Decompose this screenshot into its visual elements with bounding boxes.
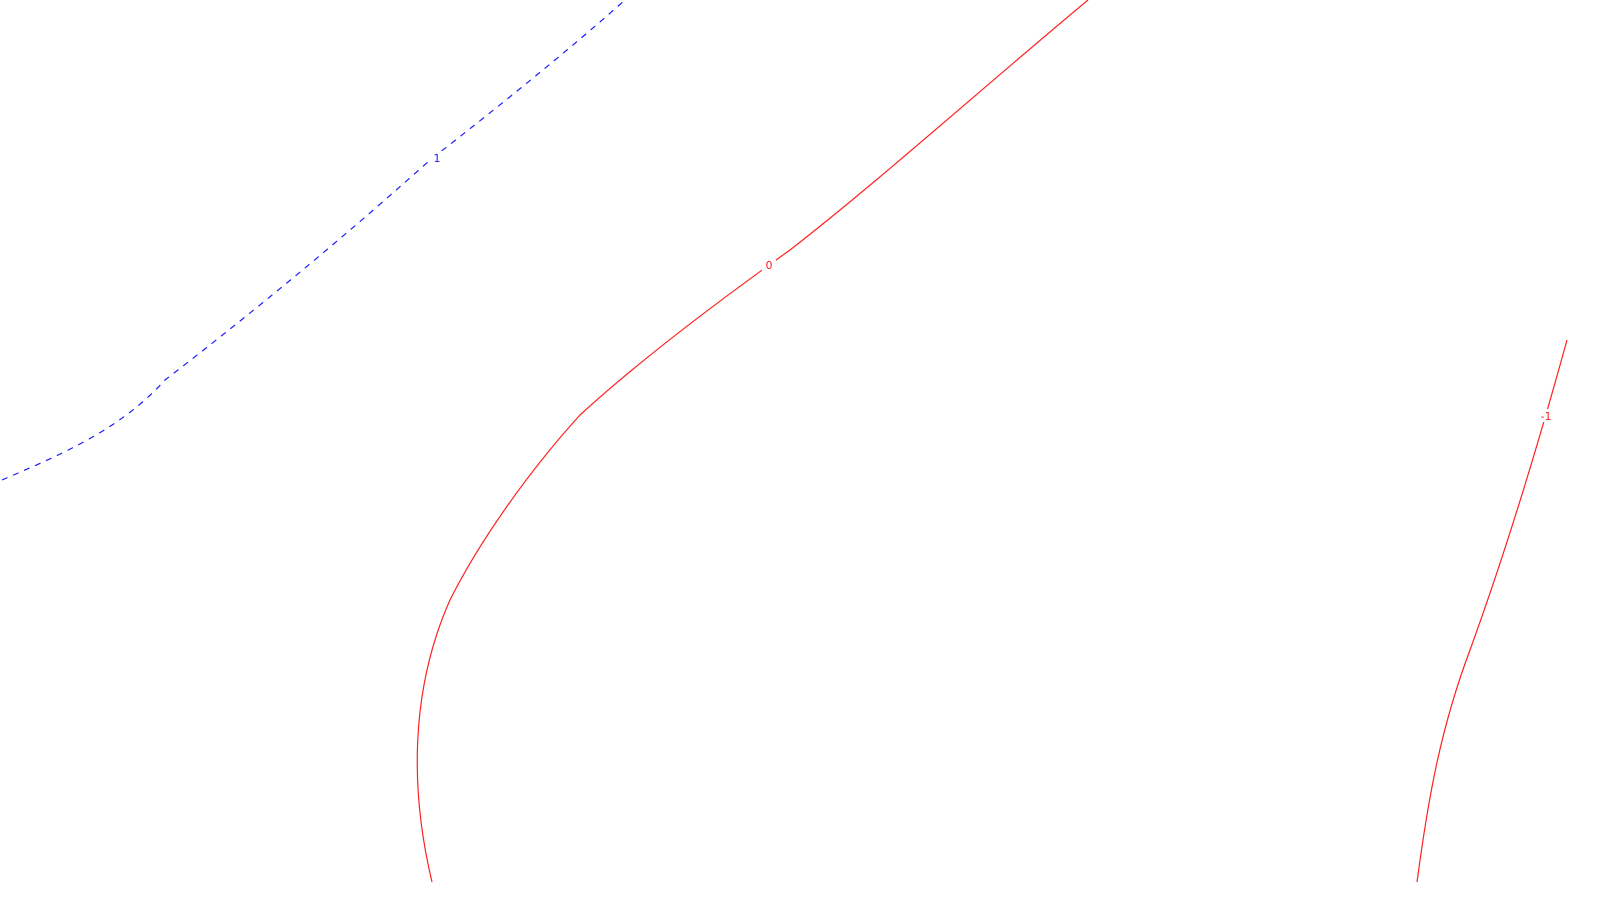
contour-label-bg-0 (762, 258, 776, 271)
contour-line-1 (1, 0, 626, 481)
contour-label-minus-1: -1 (1541, 410, 1552, 423)
contour-label-bg-minus-1 (1536, 409, 1556, 422)
contour-line-0 (416, 0, 1089, 883)
contour-label-bg-1 (430, 151, 444, 164)
contour-label-1: 1 (434, 152, 441, 165)
contour-label-0: 0 (766, 259, 773, 272)
